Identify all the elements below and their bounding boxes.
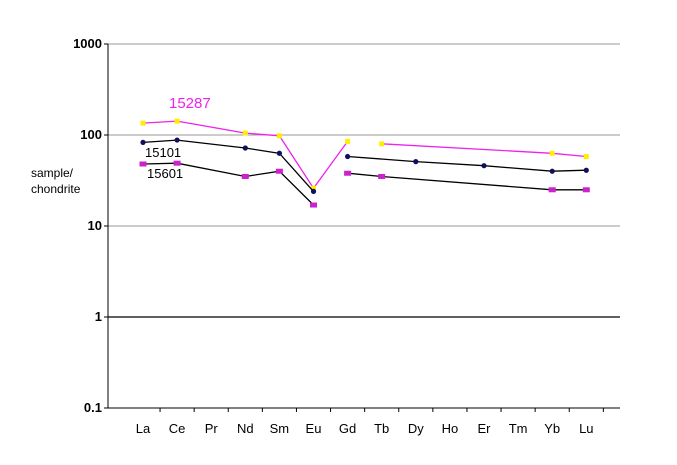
axes bbox=[104, 43, 620, 412]
y-axis-label-line-2: chondrite bbox=[31, 182, 81, 196]
point-15601-sm bbox=[275, 168, 283, 174]
point-15101-eu bbox=[310, 188, 317, 195]
x-tick-label-er: Er bbox=[478, 421, 492, 436]
point-15101-gd bbox=[345, 153, 351, 160]
point-15287-tb bbox=[379, 141, 385, 147]
point-15101-lu bbox=[583, 167, 589, 173]
point-15101-la bbox=[140, 139, 146, 145]
x-tick-labels: La Ce Pr Nd Sm Eu Gd Tb Dy Ho Er Tm Yb Lu bbox=[136, 421, 594, 436]
x-tick-label-ce: Ce bbox=[169, 421, 186, 436]
x-tick-label-tb: Tb bbox=[374, 421, 389, 436]
point-15601-tb bbox=[378, 173, 386, 179]
x-tick-label-la: La bbox=[136, 421, 151, 436]
y-tick-label: 1 bbox=[95, 309, 102, 324]
point-15601-ce bbox=[173, 160, 181, 166]
point-15601-nd bbox=[241, 173, 249, 179]
point-15287-yb bbox=[549, 150, 555, 156]
x-tick-label-lu: Lu bbox=[579, 421, 593, 436]
y-tick-label: 1000 bbox=[73, 36, 102, 51]
x-tick-label-dy: Dy bbox=[408, 421, 424, 436]
point-15601-lu bbox=[582, 187, 590, 193]
x-tick-label-ho: Ho bbox=[442, 421, 459, 436]
series-label-15601: 15601 bbox=[147, 166, 183, 181]
point-15101-er bbox=[481, 163, 487, 169]
series-label-15101: 15101 bbox=[145, 145, 181, 160]
point-15287-ce bbox=[174, 118, 180, 124]
point-15101-ce bbox=[174, 137, 180, 143]
point-15101-nd bbox=[242, 145, 248, 151]
gridlines bbox=[108, 43, 620, 318]
series-group bbox=[139, 118, 590, 208]
series-line-15101 bbox=[142, 139, 587, 192]
point-15101-sm bbox=[276, 150, 282, 156]
series-line-15287 bbox=[142, 120, 587, 190]
point-15601-yb bbox=[548, 187, 556, 193]
series-line-15601 bbox=[142, 162, 587, 206]
point-15287-lu bbox=[583, 154, 589, 160]
x-tick-label-tm: Tm bbox=[509, 421, 528, 436]
x-tick-label-gd: Gd bbox=[339, 421, 356, 436]
y-tick-label: 100 bbox=[80, 127, 102, 142]
point-15287-gd bbox=[345, 138, 351, 144]
point-15287-la bbox=[140, 120, 146, 126]
x-tick-label-sm: Sm bbox=[270, 421, 290, 436]
x-tick-label-eu: Eu bbox=[306, 421, 322, 436]
point-15287-nd bbox=[242, 130, 248, 136]
point-15287-eu bbox=[311, 185, 316, 191]
series-label-15287: 15287 bbox=[169, 95, 211, 112]
x-tick-label-nd: Nd bbox=[237, 421, 254, 436]
y-tick-label: 10 bbox=[88, 218, 102, 233]
x-tick-label-pr: Pr bbox=[205, 421, 219, 436]
point-15287-sm bbox=[276, 133, 282, 139]
point-15601-gd bbox=[344, 170, 352, 176]
x-tick-label-yb: Yb bbox=[544, 421, 560, 436]
y-axis-label-line-1: sample/ bbox=[31, 166, 74, 180]
point-15101-dy bbox=[413, 159, 419, 165]
point-15101-yb bbox=[549, 168, 555, 174]
y-tick-labels: 1000 100 10 1 0.1 bbox=[73, 36, 102, 415]
point-15601-eu bbox=[310, 202, 317, 208]
y-tick-label: 0.1 bbox=[84, 400, 102, 415]
point-15601-la bbox=[139, 161, 147, 167]
